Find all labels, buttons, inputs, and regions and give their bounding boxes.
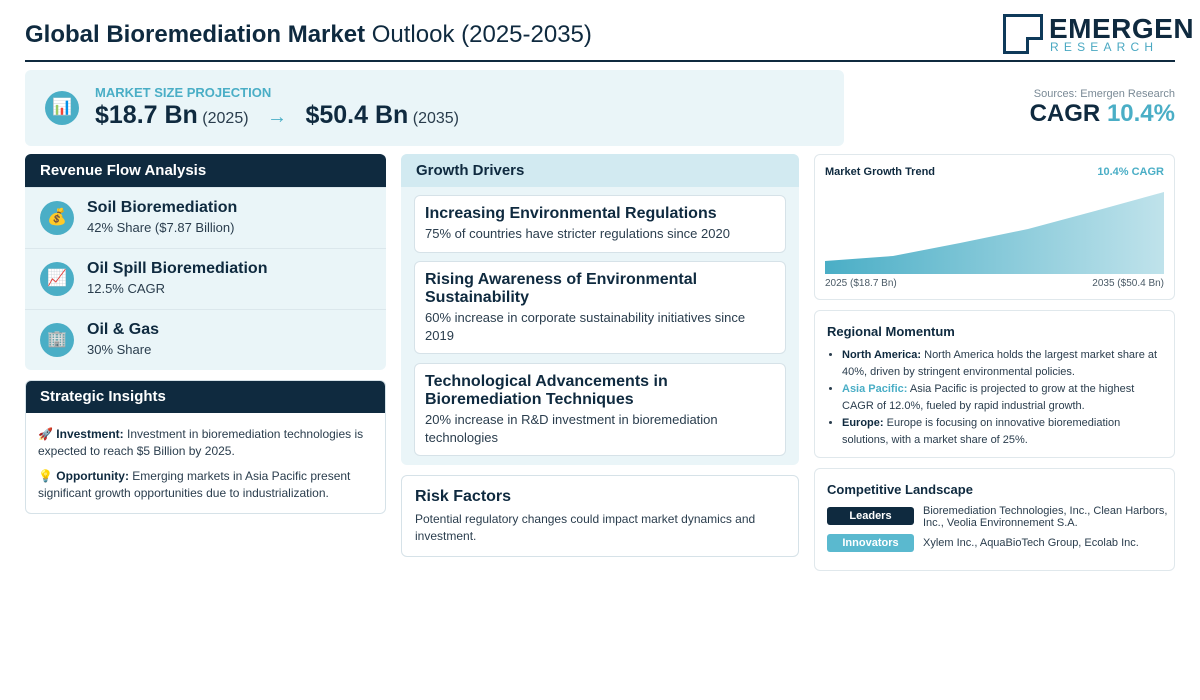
list-item: 🏢 Oil & Gas 30% Share bbox=[25, 309, 386, 370]
innovators-text: Xylem Inc., AquaBioTech Group, Ecolab In… bbox=[923, 537, 1139, 549]
rocket-icon: 🚀 bbox=[38, 427, 53, 441]
segment-detail: 30% Share bbox=[87, 342, 152, 357]
trend-area-chart bbox=[825, 192, 1164, 274]
cagr-headline: CAGR 10.4% bbox=[1030, 100, 1175, 128]
strategic-insights-card: Strategic Insights 🚀 Investment: Investm… bbox=[25, 380, 386, 514]
trend-chart-icon: 📈 bbox=[40, 262, 74, 296]
page-title: Global Bioremediation Market Outlook (20… bbox=[25, 21, 592, 49]
bar-chart-icon: 📊 bbox=[45, 91, 79, 125]
region-name: Europe: bbox=[842, 417, 884, 429]
region-text: Europe is focusing on innovative bioreme… bbox=[842, 417, 1121, 446]
region-text: Asia Pacific is projected to grow at the… bbox=[842, 383, 1135, 412]
driver-title: Increasing Environmental Regulations bbox=[425, 205, 717, 222]
driver-item: Increasing Environmental Regulations 75%… bbox=[414, 195, 786, 253]
region-name: Asia Pacific: bbox=[842, 383, 908, 395]
list-item: 💰 Soil Bioremediation 42% Share ($7.87 B… bbox=[25, 187, 386, 248]
trend-title: Market Growth Trend bbox=[825, 166, 936, 178]
list-item: Asia Pacific: Asia Pacific is projected … bbox=[842, 381, 1167, 414]
growth-drivers-title: Growth Drivers bbox=[401, 154, 799, 187]
region-text: North America holds the largest market s… bbox=[842, 349, 1158, 378]
segment-name: Soil Bioremediation bbox=[87, 199, 238, 216]
driver-text: 75% of countries have stricter regulatio… bbox=[425, 226, 730, 241]
regional-momentum-card: Regional Momentum North America: North A… bbox=[814, 310, 1175, 458]
driver-text: 60% increase in corporate sustainability… bbox=[425, 310, 746, 343]
risk-factors-card: Risk Factors Potential regulatory change… bbox=[401, 475, 799, 557]
driver-item: Rising Awareness of Environmental Sustai… bbox=[414, 261, 786, 354]
insight-label: Opportunity: bbox=[56, 469, 129, 483]
strategic-insights-title: Strategic Insights bbox=[26, 381, 385, 413]
trend-start-label: 2025 ($18.7 Bn) bbox=[825, 278, 897, 289]
end-year: (2035) bbox=[412, 110, 459, 127]
insight-text: Investment in bioremediation technologie… bbox=[38, 427, 364, 458]
market-size-projection: 📊 MARKET SIZE PROJECTION $18.7 Bn (2025)… bbox=[25, 70, 844, 146]
title-bold: Global Bioremediation Market bbox=[25, 21, 366, 48]
growth-drivers-card: Growth Drivers Increasing Environmental … bbox=[401, 154, 799, 465]
cagr-value: 10.4% bbox=[1106, 100, 1175, 127]
regional-momentum-title: Regional Momentum bbox=[827, 324, 955, 339]
list-item: 📈 Oil Spill Bioremediation 12.5% CAGR bbox=[25, 248, 386, 309]
segment-name: Oil & Gas bbox=[87, 321, 160, 338]
building-icon: 🏢 bbox=[40, 323, 74, 357]
risk-factors-title: Risk Factors bbox=[415, 488, 512, 505]
logo-subtitle: RESEARCH bbox=[1050, 40, 1159, 54]
driver-title: Rising Awareness of Environmental Sustai… bbox=[425, 271, 698, 306]
start-year: (2025) bbox=[202, 110, 249, 127]
competitive-landscape-card: Competitive Landscape Leaders Bioremedia… bbox=[814, 468, 1175, 571]
driver-item: Technological Advancements in Bioremedia… bbox=[414, 363, 786, 456]
revenue-flow-title: Revenue Flow Analysis bbox=[25, 154, 386, 187]
trend-area bbox=[825, 192, 1164, 274]
lightbulb-icon: 💡 bbox=[38, 469, 53, 483]
segment-name: Oil Spill Bioremediation bbox=[87, 260, 268, 277]
cagr-label: CAGR bbox=[1029, 100, 1101, 127]
logo-wordmark: EMERGEN bbox=[1049, 13, 1195, 44]
title-rest: Outlook (2025-2035) bbox=[371, 21, 592, 48]
arrow-right-icon: → bbox=[267, 106, 287, 128]
end-value: $50.4 Bn bbox=[305, 101, 409, 129]
emergen-logo: EMERGEN RESEARCH bbox=[1003, 13, 1194, 56]
segment-detail: 12.5% CAGR bbox=[87, 281, 166, 296]
trend-cagr: 10.4% CAGR bbox=[1097, 166, 1164, 178]
projection-values: $18.7 Bn (2025) → $50.4 Bn (2035) bbox=[95, 101, 459, 130]
competitive-landscape-title: Competitive Landscape bbox=[827, 482, 973, 497]
money-bag-icon: 💰 bbox=[40, 201, 74, 235]
region-name: North America: bbox=[842, 349, 922, 361]
insight-item: 🚀 Investment: Investment in bioremediati… bbox=[38, 426, 374, 460]
region-list: North America: North America holds the l… bbox=[842, 347, 1167, 449]
page-header: Global Bioremediation Market Outlook (20… bbox=[25, 13, 1194, 62]
risk-factors-text: Potential regulatory changes could impac… bbox=[415, 512, 756, 543]
leaders-badge: Leaders bbox=[827, 507, 914, 525]
driver-title: Technological Advancements in Bioremedia… bbox=[425, 373, 668, 408]
leaders-text: Bioremediation Technologies, Inc., Clean… bbox=[923, 505, 1168, 529]
trend-end-label: 2035 ($50.4 Bn) bbox=[1092, 278, 1164, 289]
driver-text: 20% increase in R&D investment in biorem… bbox=[425, 412, 718, 445]
list-item: North America: North America holds the l… bbox=[842, 347, 1167, 380]
market-growth-trend-card: Market Growth Trend 10.4% CAGR 2025 ($18… bbox=[814, 154, 1175, 300]
insight-text: Emerging markets in Asia Pacific present… bbox=[38, 469, 351, 500]
insight-label: Investment: bbox=[56, 427, 124, 441]
list-item: Europe: Europe is focusing on innovative… bbox=[842, 415, 1167, 448]
sources-note: Sources: Emergen Research bbox=[1033, 88, 1175, 100]
start-value: $18.7 Bn bbox=[95, 101, 198, 129]
logo-mark-icon bbox=[1003, 14, 1043, 54]
revenue-flow-card: Revenue Flow Analysis 💰 Soil Bioremediat… bbox=[25, 154, 386, 370]
insight-item: 💡 Opportunity: Emerging markets in Asia … bbox=[38, 468, 374, 502]
innovators-badge: Innovators bbox=[827, 534, 914, 552]
segment-detail: 42% Share ($7.87 Billion) bbox=[87, 220, 235, 235]
projection-label: MARKET SIZE PROJECTION bbox=[95, 85, 272, 100]
